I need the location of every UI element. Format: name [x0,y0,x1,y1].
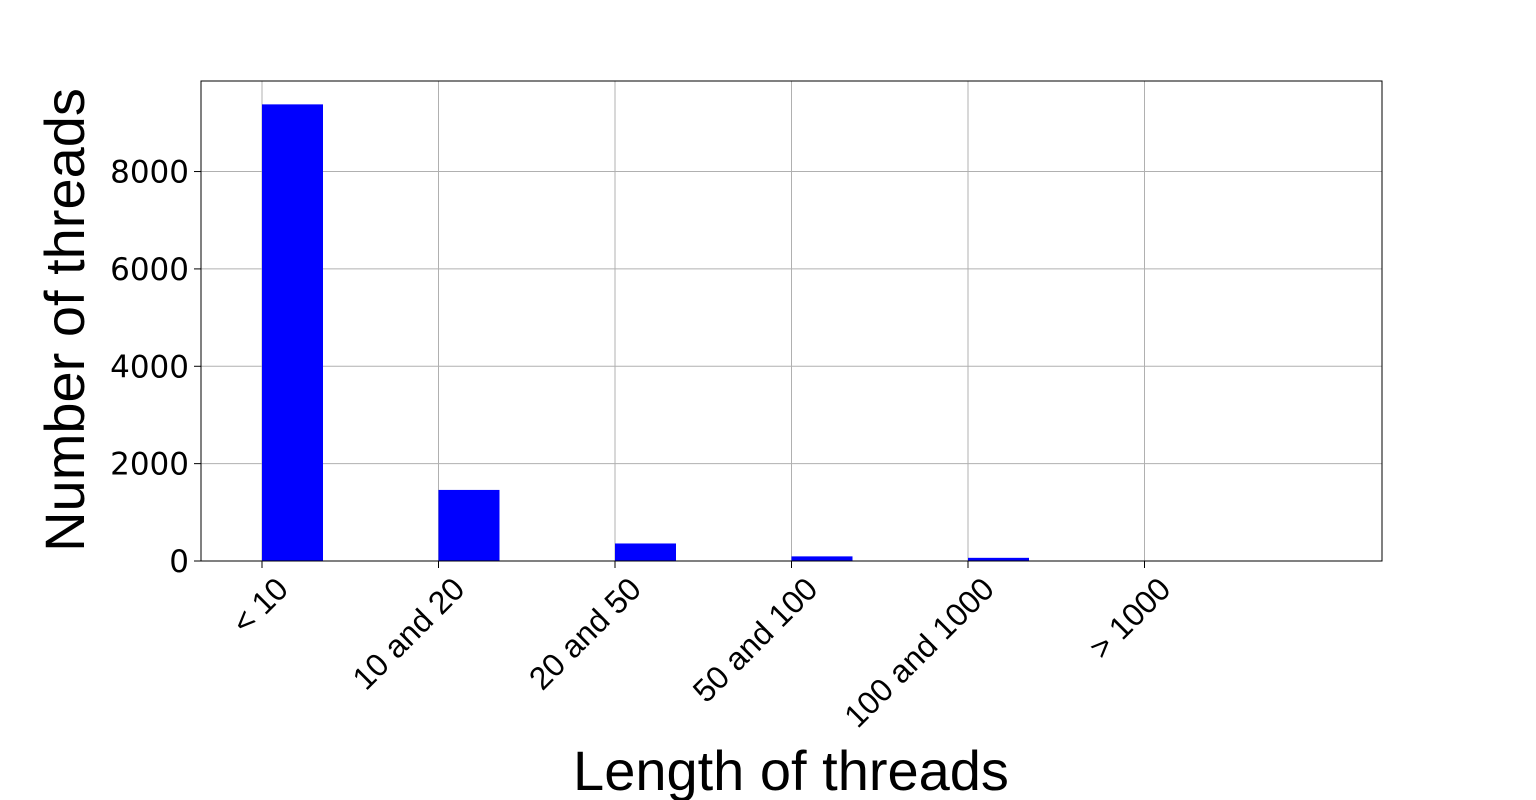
bar [262,104,323,562]
grid-lines [201,81,1382,562]
bar [791,556,853,561]
y-tick-label: 6000 [110,252,189,288]
x-tick-label: 100 and 1000 [837,570,1001,734]
x-axis-label: Length of threads [573,739,1009,800]
y-axis-ticks: 0 2000 4000 6000 8000 [110,155,201,580]
x-tick-label: 20 and 50 [522,570,648,696]
bar [968,557,1029,561]
x-tick-label: > 1000 [1082,570,1177,665]
y-tick-label: 0 [169,544,189,580]
y-axis-label: Number of threads [33,88,96,552]
bar [615,543,676,561]
x-tick-label: < 10 [225,570,295,640]
y-tick-label: 8000 [110,155,189,191]
x-tick-label: 10 and 20 [345,570,471,696]
x-tick-label: 50 and 100 [686,570,825,709]
bar [438,489,500,561]
y-tick-label: 4000 [110,349,189,385]
y-tick-label: 2000 [110,447,189,483]
bars [262,104,1206,562]
x-axis-ticks: < 10 10 and 20 20 and 50 50 and 100 100 and … [225,561,1177,734]
